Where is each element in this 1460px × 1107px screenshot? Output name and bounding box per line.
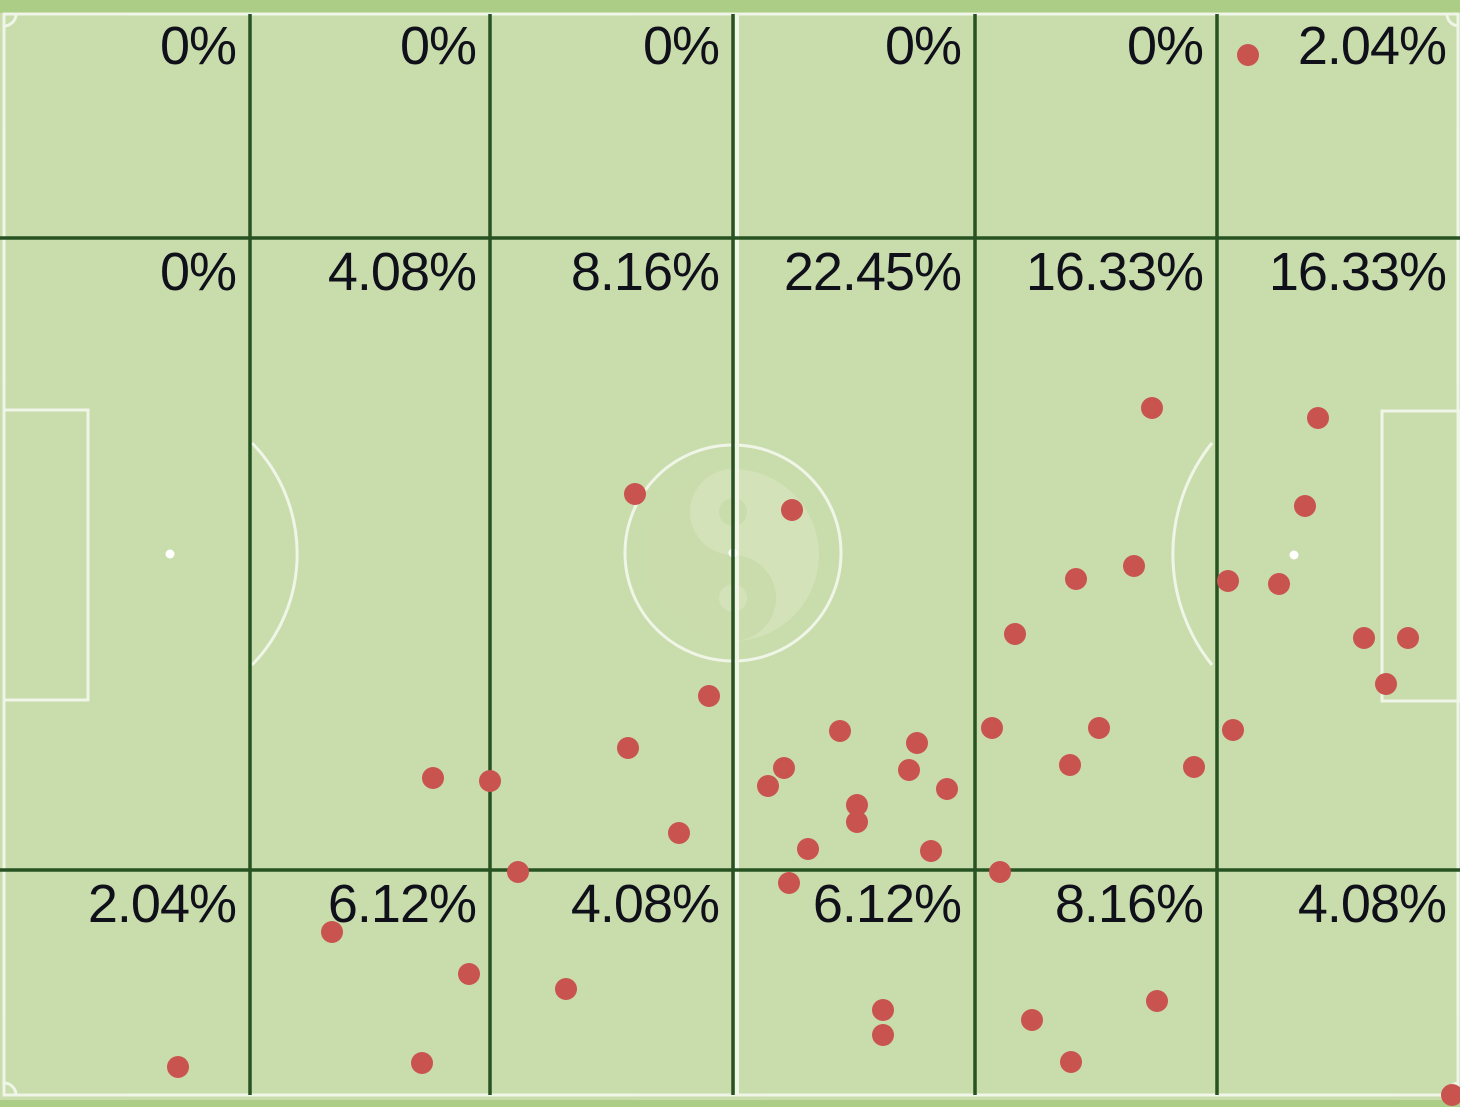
zone-label-bottom-1: 2.04% [87, 874, 237, 934]
event-dot [1268, 573, 1290, 595]
zone-label-bottom-3: 4.08% [570, 874, 720, 934]
event-dot [781, 499, 803, 521]
zone-label-mid-3: 8.16% [570, 242, 720, 302]
event-dot [507, 861, 529, 883]
event-dot [617, 737, 639, 759]
event-dot [846, 811, 868, 833]
event-dot [920, 840, 942, 862]
event-dot [898, 759, 920, 781]
event-dot [1004, 623, 1026, 645]
event-dot [458, 963, 480, 985]
event-dot [1123, 555, 1145, 577]
event-dot [1146, 990, 1168, 1012]
event-dot [773, 757, 795, 779]
zone-label-mid-5: 16.33% [1025, 242, 1204, 302]
event-dot [906, 732, 928, 754]
zone-label-mid-6: 16.33% [1268, 242, 1447, 302]
event-dot [1294, 495, 1316, 517]
event-dot [1237, 44, 1259, 66]
event-dot [757, 775, 779, 797]
zone-label-bottom-4: 6.12% [812, 874, 962, 934]
event-dot [797, 838, 819, 860]
zone-label-bottom-5: 8.16% [1054, 874, 1204, 934]
event-dot [989, 861, 1011, 883]
zone-label-top-4: 0% [884, 16, 962, 76]
event-dot [1307, 407, 1329, 429]
zone-label-top-6: 2.04% [1297, 16, 1447, 76]
event-dot [829, 720, 851, 742]
event-dot [422, 767, 444, 789]
event-dot [1397, 627, 1419, 649]
right-penalty-spot [1289, 550, 1299, 560]
outside-band-top [0, 0, 1460, 13]
event-dot [1441, 1084, 1460, 1106]
event-dot [1065, 568, 1087, 590]
event-dot [624, 483, 646, 505]
event-dot [872, 999, 894, 1021]
event-dot [321, 921, 343, 943]
event-dot [1060, 1051, 1082, 1073]
event-dot [1183, 756, 1205, 778]
event-dot [1088, 717, 1110, 739]
zone-label-mid-4: 22.45% [783, 242, 962, 302]
event-dot [555, 978, 577, 1000]
event-dot [1353, 627, 1375, 649]
zone-label-bottom-2: 6.12% [327, 874, 477, 934]
left-penalty-spot [165, 549, 175, 559]
event-dot [981, 717, 1003, 739]
event-dot [668, 822, 690, 844]
event-dot [846, 794, 868, 816]
event-dot [698, 685, 720, 707]
zone-label-top-2: 0% [399, 16, 477, 76]
zone-label-top-5: 0% [1126, 16, 1204, 76]
event-dot [1217, 570, 1239, 592]
event-dot [1141, 397, 1163, 419]
zone-label-mid-2: 4.08% [327, 242, 477, 302]
zone-label-bottom-6: 4.08% [1297, 874, 1447, 934]
zone-label-top-3: 0% [642, 16, 720, 76]
event-dot [1375, 673, 1397, 695]
event-dot [936, 778, 958, 800]
event-dot [1222, 719, 1244, 741]
outside-band-bottom [0, 1100, 1460, 1107]
event-dot [1021, 1009, 1043, 1031]
event-dot [778, 872, 800, 894]
zone-label-mid-1: 0% [159, 242, 237, 302]
event-dot [411, 1052, 433, 1074]
event-dot [1059, 754, 1081, 776]
event-dot [479, 770, 501, 792]
event-dot [872, 1024, 894, 1046]
zone-label-top-1: 0% [159, 16, 237, 76]
event-dot [167, 1056, 189, 1078]
